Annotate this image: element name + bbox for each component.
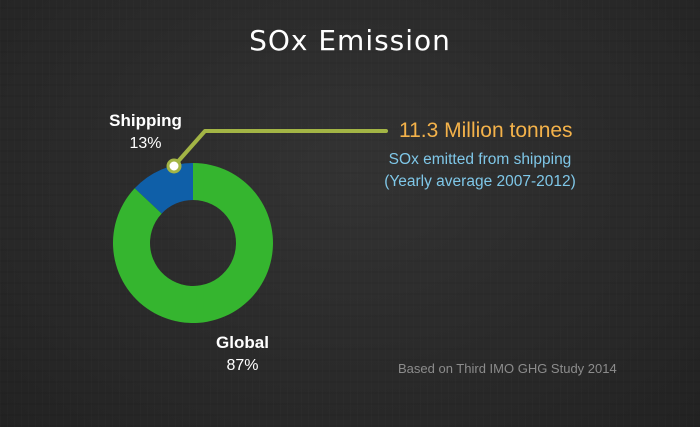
- slice-name-shipping: Shipping: [109, 111, 182, 130]
- slice-label-global: Global 87%: [195, 333, 290, 375]
- source-note: Based on Third IMO GHG Study 2014: [398, 361, 617, 376]
- slice-value-global: 87%: [226, 357, 259, 374]
- chart-title: SOx Emission: [249, 24, 451, 57]
- annotation-description: SOx emitted from shipping (Yearly averag…: [380, 149, 580, 193]
- annotation-line-2: (Yearly average 2007-2012): [384, 173, 576, 190]
- slice-shipping: [134, 163, 193, 214]
- callout-line: [172, 129, 388, 168]
- annotation-line-1: SOx emitted from shipping: [388, 151, 572, 168]
- annotation-value: 11.3 Million tonnes: [399, 119, 573, 142]
- slice-name-global: Global: [216, 333, 269, 352]
- slice-label-shipping: Shipping 13%: [98, 111, 193, 153]
- slice-global: [113, 163, 273, 324]
- slice-value-shipping: 13%: [129, 135, 162, 152]
- callout-dot: [166, 158, 182, 174]
